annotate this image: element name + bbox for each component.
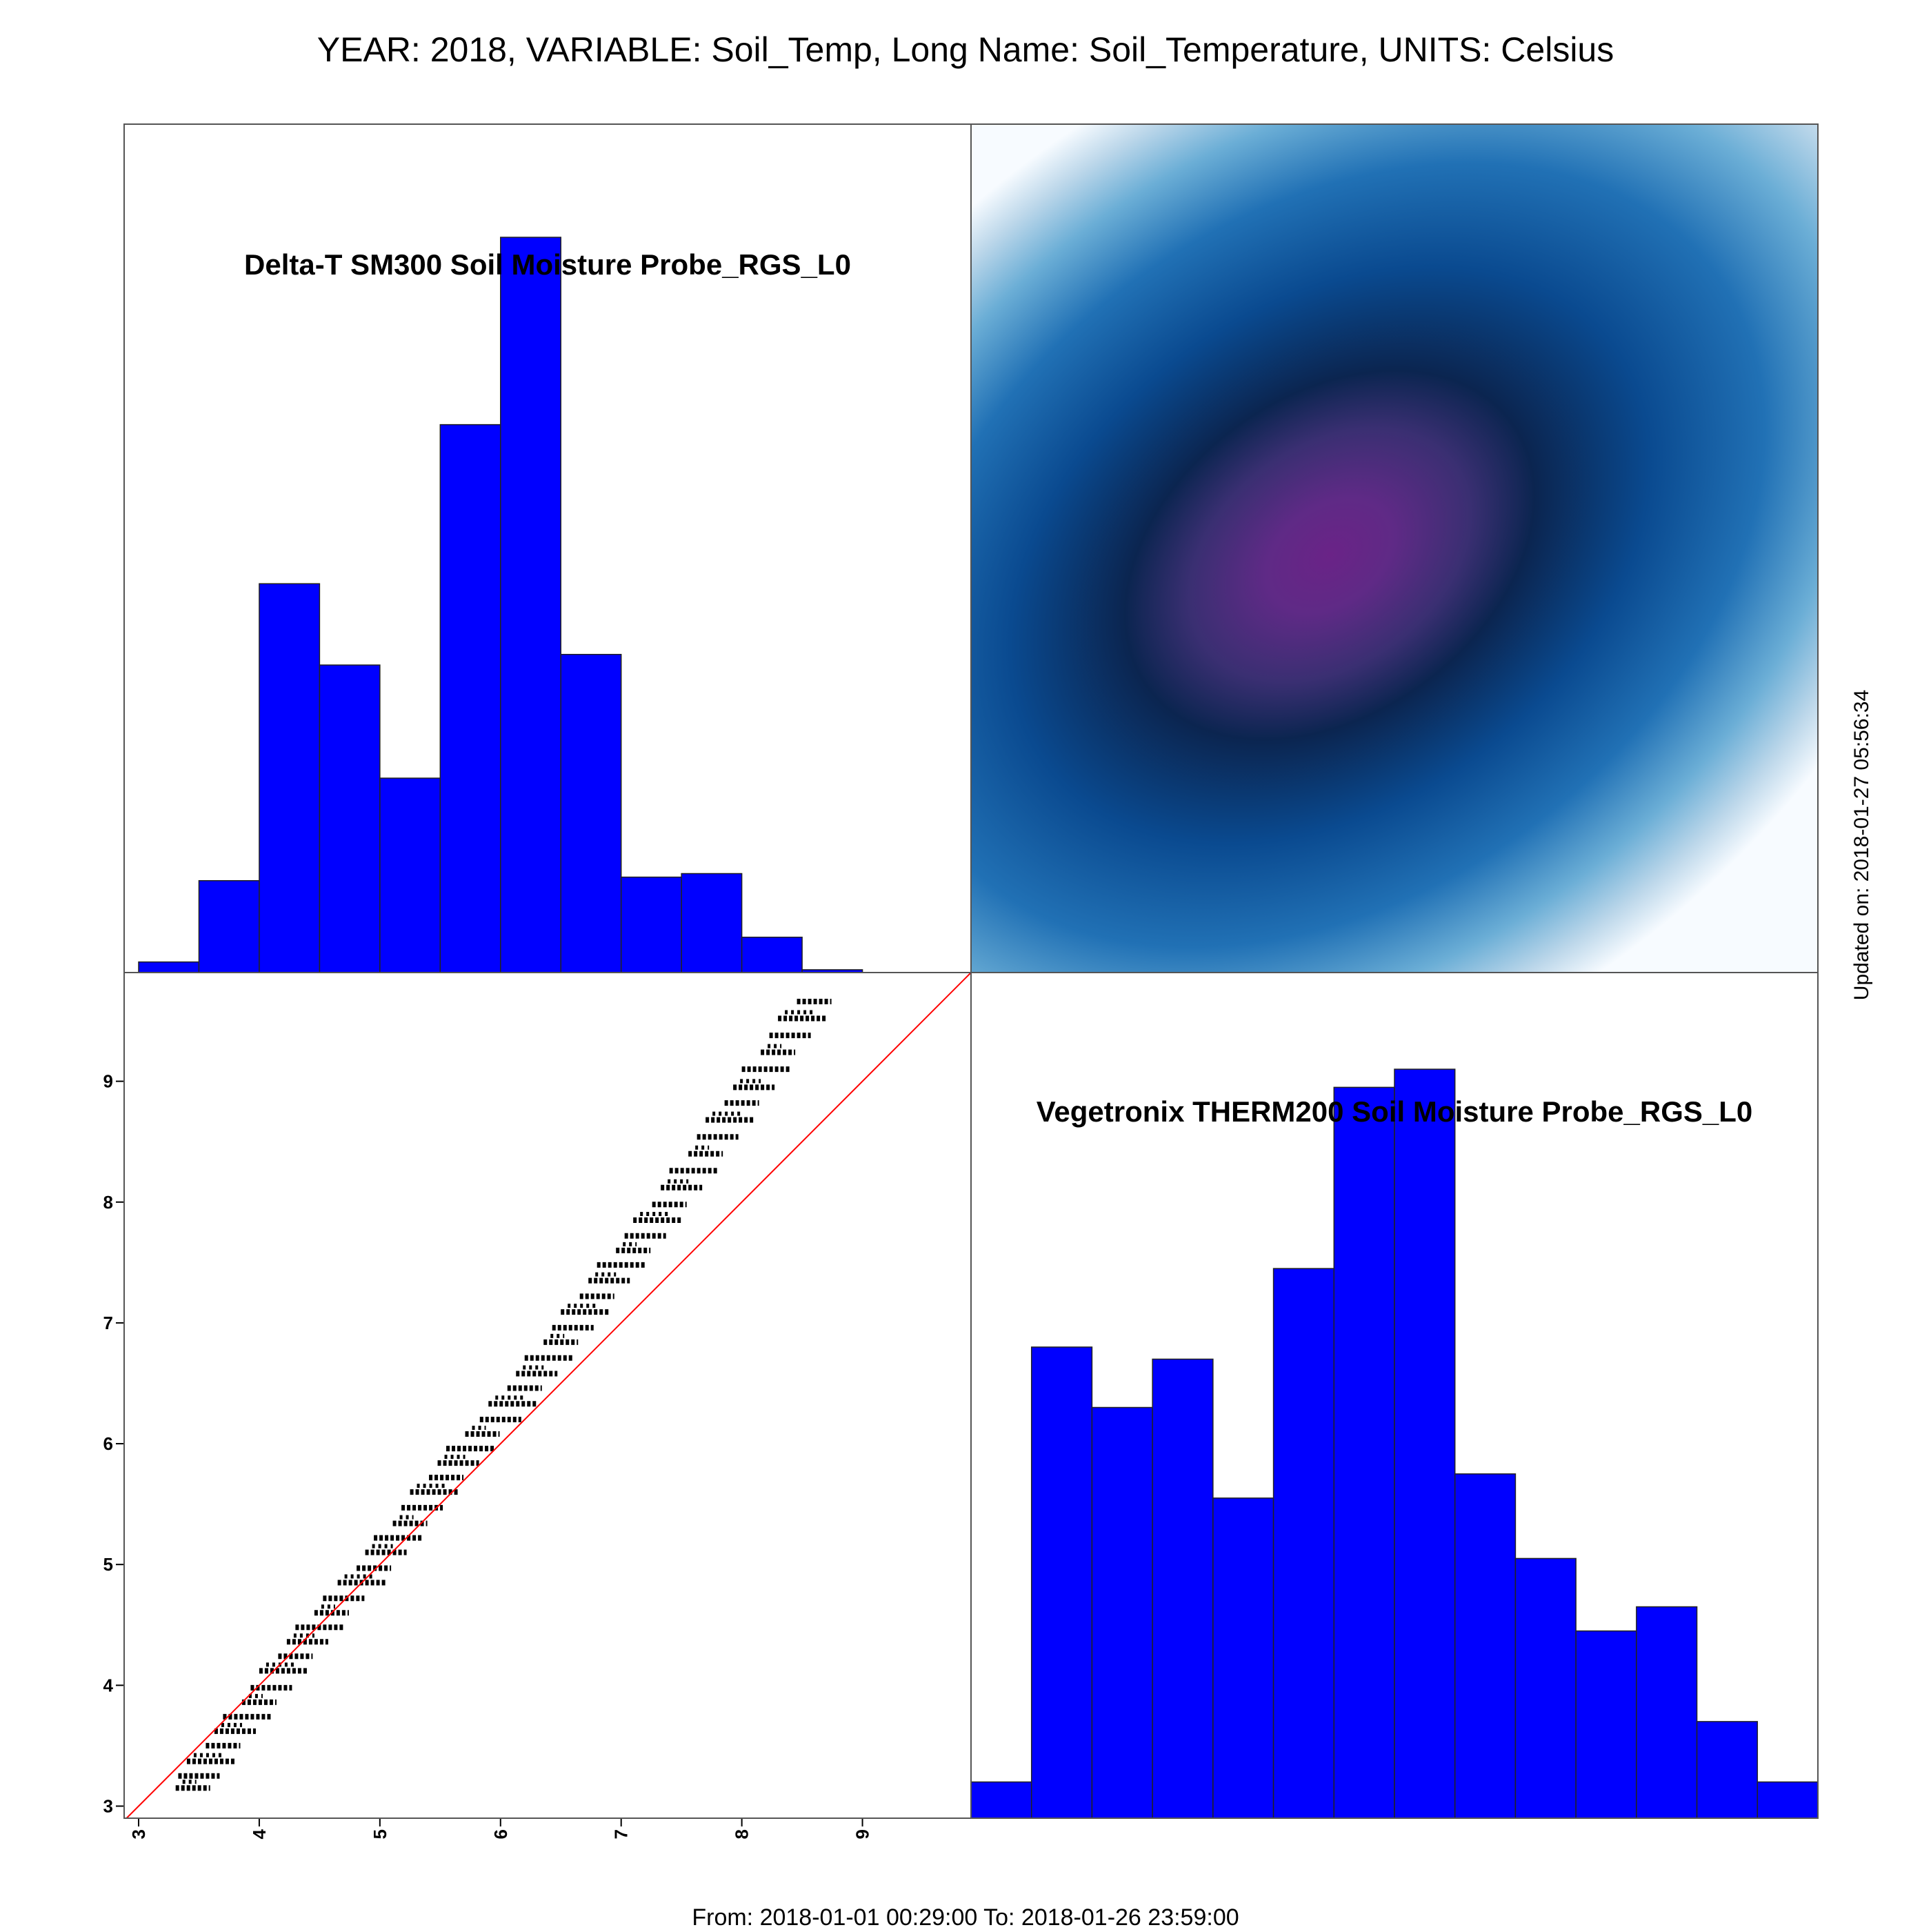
x-tick-label: 5 bbox=[370, 1829, 390, 1839]
histogram-bar bbox=[560, 654, 622, 973]
histogram-bar bbox=[259, 583, 321, 973]
histogram-bar bbox=[970, 1781, 1032, 1819]
scatter-x-axis: 3 4 5 6 7 8 9 bbox=[128, 1818, 873, 1839]
histogram-bar bbox=[379, 777, 441, 973]
y-tick-label: 8 bbox=[103, 1192, 113, 1213]
chart-title: YEAR: 2018, VARIABLE: Soil_Temp, Long Na… bbox=[317, 30, 1614, 69]
histogram-bar bbox=[681, 873, 743, 973]
histogram-bar bbox=[620, 876, 682, 973]
y-tick-label: 4 bbox=[103, 1675, 114, 1695]
updated-timestamp: Updated on: 2018-01-27 05:56:34 bbox=[1850, 689, 1873, 1001]
x-tick-label: 9 bbox=[852, 1829, 873, 1839]
date-range-footer: From: 2018-01-01 00:29:00 To: 2018-01-26… bbox=[692, 1904, 1239, 1931]
x-tick-label: 3 bbox=[128, 1829, 149, 1839]
histogram-vegetronix bbox=[970, 1068, 1819, 1819]
histogram-bar bbox=[1152, 1358, 1214, 1819]
histogram-bar bbox=[1575, 1630, 1637, 1819]
y-tick-label: 9 bbox=[103, 1071, 113, 1092]
x-tick-label: 8 bbox=[732, 1829, 752, 1839]
histogram-delta-t bbox=[138, 237, 863, 973]
histogram-bar bbox=[1030, 1346, 1093, 1819]
histogram-bar bbox=[138, 961, 200, 973]
histogram-bar bbox=[1394, 1068, 1456, 1819]
histogram-bar bbox=[319, 664, 381, 973]
y-tick-label: 6 bbox=[103, 1433, 113, 1454]
histogram-bar bbox=[1272, 1268, 1335, 1819]
identity-line bbox=[126, 972, 972, 1819]
scatter-y-axis: 3 4 5 6 7 8 9 bbox=[103, 1071, 124, 1816]
y-tick-label: 5 bbox=[103, 1554, 113, 1575]
density-field bbox=[971, 124, 1818, 973]
histogram-bar bbox=[1091, 1406, 1153, 1819]
histogram-bar bbox=[1333, 1086, 1395, 1819]
x-tick-label: 6 bbox=[490, 1829, 511, 1839]
histogram-bar bbox=[1696, 1721, 1759, 1819]
histogram-bar bbox=[1454, 1473, 1517, 1819]
histogram-bar bbox=[741, 937, 803, 973]
histogram-bar bbox=[198, 880, 260, 973]
y-tick-label: 7 bbox=[103, 1313, 113, 1333]
panel-title-delta-t: Delta-T SM300 Soil Moisture Probe_RGS_L0 bbox=[244, 248, 851, 281]
x-tick-label: 7 bbox=[611, 1829, 632, 1839]
histogram-bar bbox=[1212, 1497, 1274, 1819]
histogram-bar bbox=[1757, 1781, 1819, 1819]
histogram-bar bbox=[1514, 1557, 1577, 1819]
histogram-bar bbox=[439, 424, 501, 973]
histogram-bar bbox=[1636, 1606, 1698, 1819]
density-heatmap bbox=[971, 124, 1818, 973]
y-tick-label: 3 bbox=[103, 1795, 113, 1816]
panel-title-vegetronix: Vegetronix THERM200 Soil Moisture Probe_… bbox=[1037, 1095, 1753, 1128]
histogram-bar bbox=[500, 237, 561, 973]
x-tick-label: 4 bbox=[249, 1829, 270, 1839]
